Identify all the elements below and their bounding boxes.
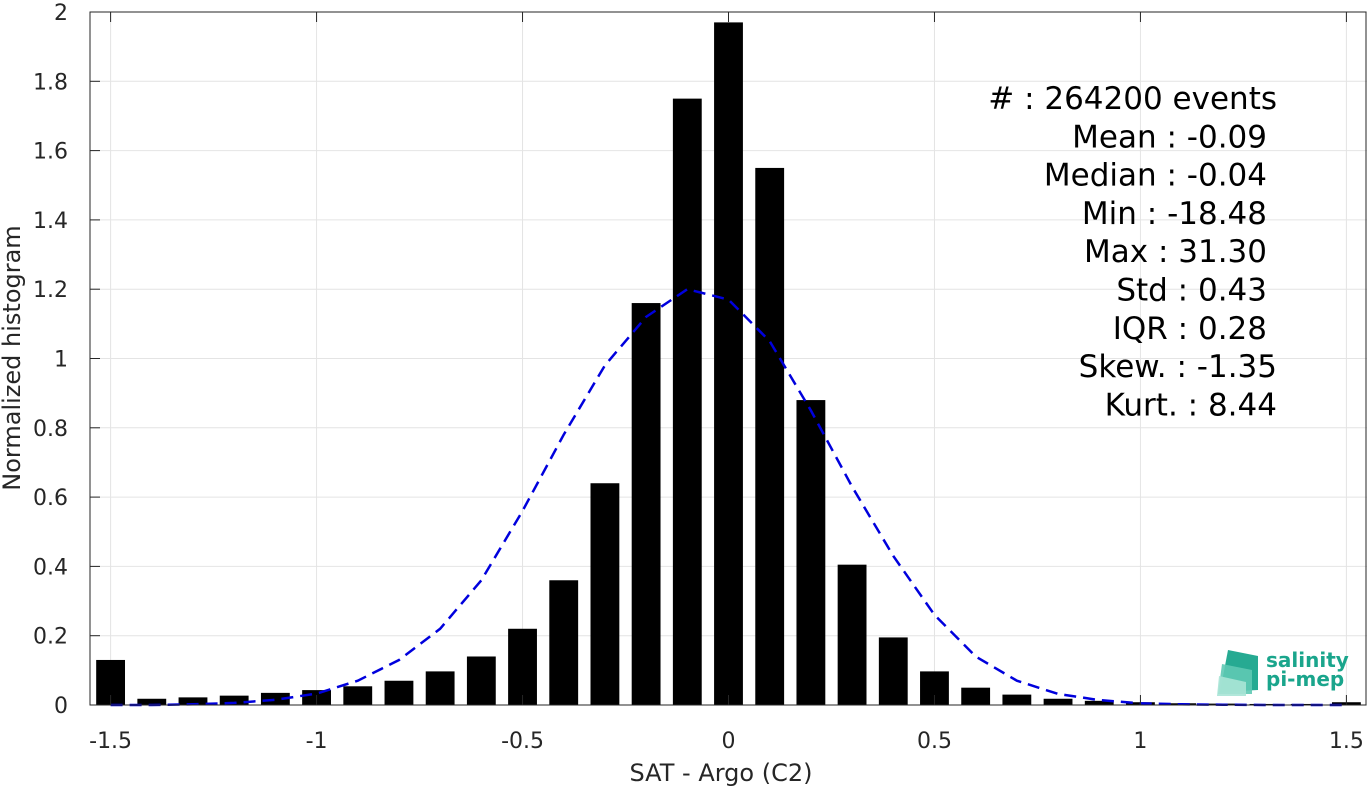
histogram-bar bbox=[466, 656, 496, 705]
y-tick-label: 0.8 bbox=[33, 417, 68, 442]
y-tick-label: 0.4 bbox=[33, 555, 68, 580]
axes bbox=[89, 11, 1367, 706]
histogram-bar bbox=[343, 686, 373, 705]
x-axis-label: SAT - Argo (C2) bbox=[630, 759, 813, 787]
stat-line: Skew. : -1.35 bbox=[1079, 349, 1277, 385]
y-tick-labels: 0 0.2 0.4 0.6 0.8 1 1.2 1.4 1.6 1.8 2 bbox=[33, 1, 68, 719]
salinity-pi-mep-logo: salinity pi-mep bbox=[1217, 648, 1349, 696]
histogram-bar bbox=[714, 22, 743, 705]
histogram-bar bbox=[1290, 703, 1320, 705]
y-tick-label: 2 bbox=[54, 1, 68, 26]
histogram-bar bbox=[549, 580, 579, 705]
y-tick-label: 1.8 bbox=[33, 70, 68, 95]
histogram-bar bbox=[508, 628, 537, 705]
y-tick-label: 0 bbox=[54, 694, 68, 719]
y-tick-label: 1.6 bbox=[33, 140, 68, 165]
stat-line: Min : -18.48 bbox=[1082, 196, 1267, 232]
stat-line: Mean : -0.09 bbox=[1072, 119, 1267, 155]
histogram-bar bbox=[1084, 700, 1114, 705]
histogram-bar bbox=[796, 400, 826, 705]
histogram-bar bbox=[672, 98, 702, 705]
logo-text-pi-mep: pi-mep bbox=[1266, 667, 1344, 691]
y-tick-label: 1.4 bbox=[33, 209, 68, 234]
stat-line: # : 264200 events bbox=[988, 81, 1277, 117]
y-tick-label: 0.2 bbox=[33, 625, 68, 650]
y-tick-label: 1 bbox=[54, 348, 68, 373]
x-tick-label: 1 bbox=[1133, 729, 1147, 754]
x-tick-label: 1.5 bbox=[1329, 729, 1364, 754]
histogram-bar bbox=[260, 692, 290, 705]
histogram-bar bbox=[961, 687, 991, 705]
y-tick-label: 1.2 bbox=[33, 278, 68, 303]
stat-line: Max : 31.30 bbox=[1084, 234, 1267, 270]
x-tick-labels: -1.5 -1 -0.5 0 0.5 1 1.5 bbox=[89, 729, 1364, 754]
histogram-bar bbox=[219, 695, 249, 705]
stat-line: IQR : 0.28 bbox=[1113, 311, 1267, 347]
histogram-bar bbox=[425, 671, 455, 705]
histogram-bar bbox=[1043, 698, 1073, 705]
x-tick-label: -0.5 bbox=[501, 729, 544, 754]
histogram-bar bbox=[878, 637, 908, 705]
logo-text-salinity: salinity bbox=[1266, 648, 1349, 672]
histogram-bar bbox=[384, 680, 414, 705]
histogram-bar bbox=[1002, 694, 1032, 705]
x-tick-label: -1 bbox=[306, 729, 328, 754]
y-tick-label: 0.6 bbox=[33, 486, 68, 511]
histogram-bar bbox=[178, 697, 208, 705]
stat-line: Std : 0.43 bbox=[1116, 273, 1267, 309]
stat-line: Median : -0.04 bbox=[1044, 158, 1267, 194]
histogram-bar bbox=[137, 698, 167, 705]
x-tick-label: 0.5 bbox=[917, 729, 952, 754]
histogram-bar bbox=[837, 564, 867, 705]
y-axis-label: Normalized histogram bbox=[0, 225, 26, 490]
x-tick-label: 0 bbox=[722, 729, 736, 754]
histogram-bar bbox=[590, 483, 620, 705]
histogram-bar bbox=[755, 167, 785, 706]
histogram-bar bbox=[631, 303, 661, 705]
wave-logo-icon bbox=[1217, 650, 1258, 696]
x-tick-label: -1.5 bbox=[89, 729, 132, 754]
stat-line: Kurt. : 8.44 bbox=[1105, 387, 1277, 423]
